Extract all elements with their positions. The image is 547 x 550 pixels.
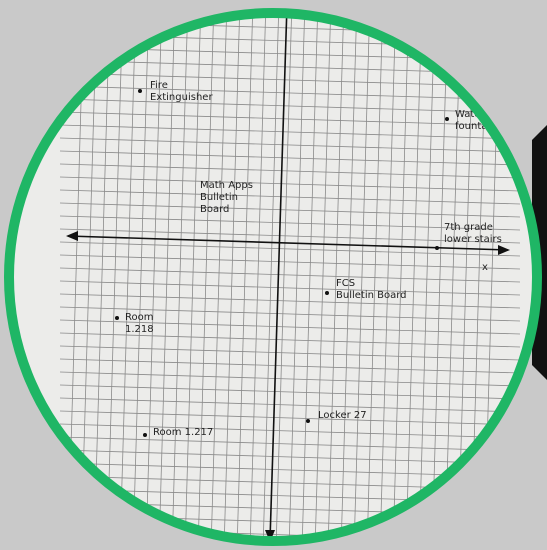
point-label: Extinguisher bbox=[150, 92, 213, 103]
grid-line bbox=[262, 15, 280, 539]
point-label: Bulletin Board bbox=[336, 290, 407, 301]
grid-line bbox=[392, 15, 410, 539]
grid-line bbox=[59, 410, 521, 426]
grid-line bbox=[59, 319, 521, 335]
arrow bbox=[66, 231, 78, 241]
grid-line bbox=[366, 15, 384, 539]
point-label: 7th grade bbox=[444, 222, 493, 233]
grid-line bbox=[379, 15, 397, 539]
grid-line bbox=[59, 163, 521, 179]
point-label: Locker 27 bbox=[318, 410, 367, 421]
axis-label: x bbox=[482, 262, 488, 273]
point-label: Math Apps bbox=[200, 180, 253, 191]
point-label: Water bbox=[455, 109, 485, 120]
grid-line bbox=[59, 384, 521, 400]
arrow bbox=[498, 245, 510, 255]
grid-line bbox=[184, 15, 202, 539]
grid-line bbox=[59, 397, 521, 413]
point-label: lower stairs bbox=[444, 234, 502, 245]
grid-line bbox=[431, 15, 449, 539]
point-label: Board bbox=[200, 204, 229, 215]
point bbox=[138, 89, 142, 93]
grid-line bbox=[59, 111, 521, 127]
point bbox=[115, 316, 119, 320]
grid-line bbox=[93, 15, 111, 539]
grid-line bbox=[106, 15, 124, 539]
grid-line bbox=[132, 15, 150, 539]
grid-line bbox=[59, 332, 521, 348]
grid-line bbox=[59, 228, 521, 244]
point-label: Room bbox=[125, 312, 153, 323]
point bbox=[445, 117, 449, 121]
grid-line bbox=[210, 15, 228, 539]
point-label: Fire bbox=[150, 80, 168, 91]
grid-line bbox=[59, 124, 521, 140]
point bbox=[435, 246, 439, 250]
point-label: Bulletin bbox=[200, 192, 238, 203]
grid-line bbox=[119, 15, 137, 539]
grid-line bbox=[197, 15, 215, 539]
grid-line bbox=[59, 280, 521, 296]
grid-line bbox=[418, 15, 436, 539]
point bbox=[325, 291, 329, 295]
grid-line bbox=[171, 15, 189, 539]
grid-line bbox=[59, 293, 521, 309]
grid-line bbox=[59, 98, 521, 114]
grid-line bbox=[59, 358, 521, 374]
x-axis bbox=[67, 235, 509, 251]
grid-line bbox=[158, 15, 176, 539]
grid-line bbox=[59, 176, 521, 192]
ring bbox=[4, 8, 542, 546]
grid-line bbox=[59, 267, 521, 283]
point-label: 1.218 bbox=[125, 324, 154, 335]
grid-line bbox=[59, 189, 521, 205]
grid-line bbox=[314, 15, 332, 539]
grid-line bbox=[353, 15, 371, 539]
grid-line bbox=[59, 85, 521, 101]
grid-line bbox=[405, 15, 423, 539]
point-label: FCS bbox=[336, 278, 355, 289]
grid-line bbox=[59, 215, 521, 231]
y-axis bbox=[269, 15, 288, 539]
grid-line bbox=[59, 202, 521, 218]
grid-line bbox=[59, 241, 521, 257]
point-label: founta bbox=[455, 121, 487, 132]
grid-line bbox=[59, 423, 521, 439]
grid-line bbox=[59, 436, 521, 452]
grid-line bbox=[59, 137, 521, 153]
grid-line bbox=[59, 72, 521, 88]
grid-line bbox=[301, 15, 319, 539]
grid-line bbox=[249, 15, 267, 539]
grid-line bbox=[59, 254, 521, 270]
grid-line bbox=[145, 15, 163, 539]
grid-line bbox=[59, 306, 521, 322]
point bbox=[143, 433, 147, 437]
grid-line bbox=[59, 150, 521, 166]
point-label: Room 1.217 bbox=[153, 427, 213, 438]
point bbox=[306, 419, 310, 423]
grid-line bbox=[59, 449, 521, 465]
grid-line bbox=[59, 371, 521, 387]
grid-line bbox=[59, 345, 521, 361]
